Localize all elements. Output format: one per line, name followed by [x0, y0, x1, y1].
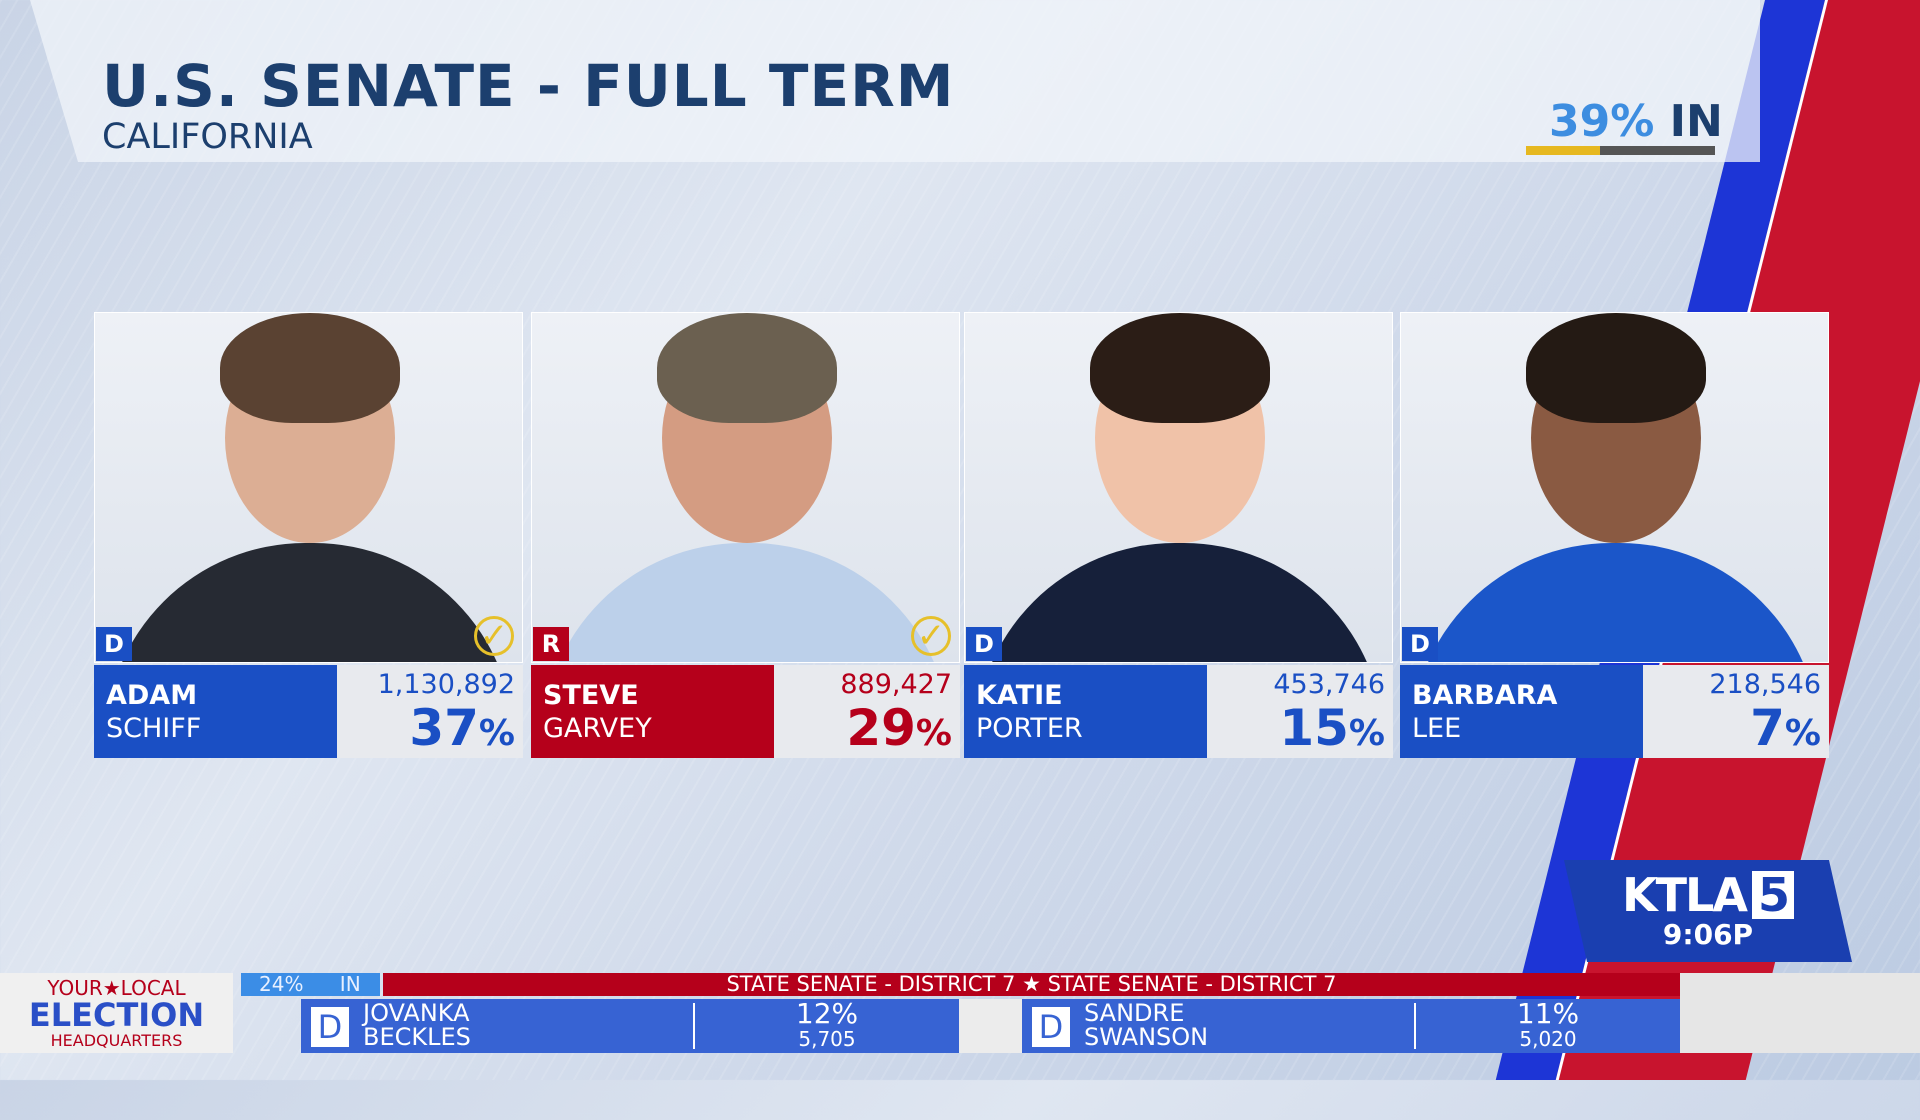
ticker-reporting: 24% IN	[241, 973, 380, 996]
race-state: CALIFORNIA	[102, 117, 313, 157]
vote-box: 218,546 7%	[1643, 665, 1829, 758]
party-badge: R	[533, 627, 569, 661]
vote-box: 889,427 29%	[774, 665, 960, 758]
vote-count: 218,546	[1709, 669, 1821, 700]
candidate-photo: D	[1400, 312, 1829, 663]
vote-percent: 15%	[1279, 699, 1385, 757]
vote-percent: 29%	[846, 699, 952, 757]
station-logo: KTLA 5 9:06P	[1564, 860, 1852, 962]
vote-count: 889,427	[840, 669, 952, 700]
ticker-votes: 5,020	[1519, 1027, 1577, 1051]
candidate-name: BARBARA LEE	[1400, 665, 1643, 758]
party-badge: D	[1402, 627, 1438, 661]
candidate-name: ADAM SCHIFF	[94, 665, 337, 758]
party-badge: D	[311, 1007, 349, 1047]
candidate-name: STEVE GARVEY	[531, 665, 774, 758]
ticker-candidate: D JOVANKA BECKLES 12% 5,705	[301, 999, 959, 1053]
ticker-percent: 11%	[1516, 997, 1580, 1030]
reporting-label: 39% IN	[1549, 96, 1723, 147]
candidate-card: R ✓ STEVE GARVEY 889,427 29%	[531, 312, 960, 758]
race-title: U.S. SENATE - FULL TERM	[102, 52, 955, 120]
checkmark-icon: ✓	[474, 616, 514, 656]
candidate-card: D ✓ ADAM SCHIFF 1,130,892 37%	[94, 312, 523, 758]
ticker-gap	[959, 999, 1022, 1053]
ticker-right-panel	[1680, 973, 1920, 1053]
vote-count: 1,130,892	[377, 669, 515, 700]
party-badge: D	[966, 627, 1002, 661]
reporting-progress-bar	[1526, 146, 1715, 155]
vote-count: 453,746	[1273, 669, 1385, 700]
candidate-photo: D ✓	[94, 312, 523, 663]
election-hq-logo: YOUR★LOCAL ELECTION HEADQUARTERS	[0, 973, 233, 1053]
vote-percent: 7%	[1750, 699, 1821, 757]
ticker-votes: 5,705	[798, 1027, 856, 1051]
vote-box: 1,130,892 37%	[337, 665, 523, 758]
ticker-candidate: D SANDRE SWANSON 11% 5,020	[1022, 999, 1680, 1053]
ticker-headline: STATE SENATE - DISTRICT 7 ★ STATE SENATE…	[383, 973, 1680, 996]
candidate-photo: D	[964, 312, 1393, 663]
vote-percent: 37%	[409, 699, 515, 757]
candidate-card: D BARBARA LEE 218,546 7%	[1400, 312, 1829, 758]
party-badge: D	[96, 627, 132, 661]
clock: 9:06P	[1662, 918, 1754, 951]
checkmark-icon: ✓	[911, 616, 951, 656]
candidate-name: KATIE PORTER	[964, 665, 1207, 758]
title-panel	[30, 0, 1760, 162]
candidate-card: D KATIE PORTER 453,746 15%	[964, 312, 1393, 758]
ticker-percent: 12%	[795, 997, 859, 1030]
party-badge: D	[1032, 1007, 1070, 1047]
candidate-photo: R ✓	[531, 312, 960, 663]
vote-box: 453,746 15%	[1207, 665, 1393, 758]
